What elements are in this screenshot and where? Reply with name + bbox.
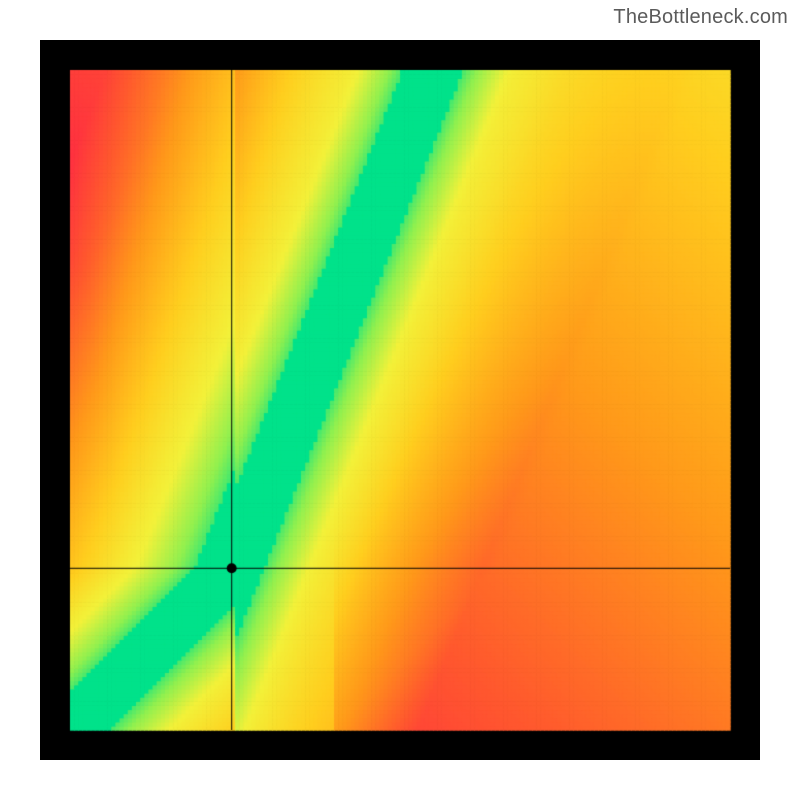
chart-container: TheBottleneck.com: [0, 0, 800, 800]
chart-frame: [40, 40, 760, 760]
watermark-text: TheBottleneck.com: [613, 6, 788, 29]
heatmap-canvas: [40, 40, 760, 760]
